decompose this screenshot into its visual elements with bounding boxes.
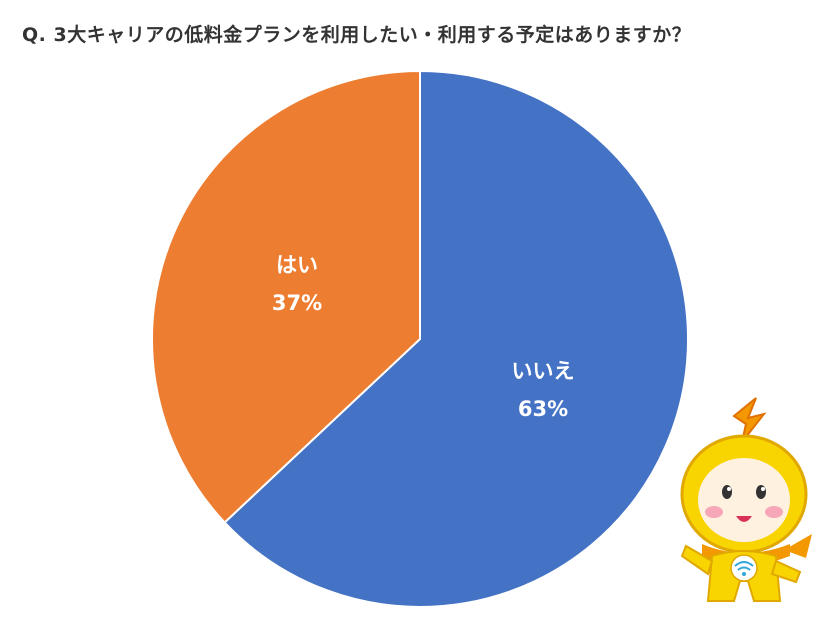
chart-title: Q. 3大キャリアの低料金プランを利用したい・利用する予定はありますか？	[22, 24, 692, 46]
slice-label-0: いいえ	[511, 359, 574, 383]
pie-slice-0	[223, 69, 689, 608]
slice-label-1: はい	[276, 253, 318, 277]
slice-value-label-1: 37%	[272, 291, 322, 315]
pie-slice-1	[151, 69, 421, 524]
slice-value-label-0: 63%	[518, 397, 568, 421]
mascot-icon	[672, 396, 822, 620]
